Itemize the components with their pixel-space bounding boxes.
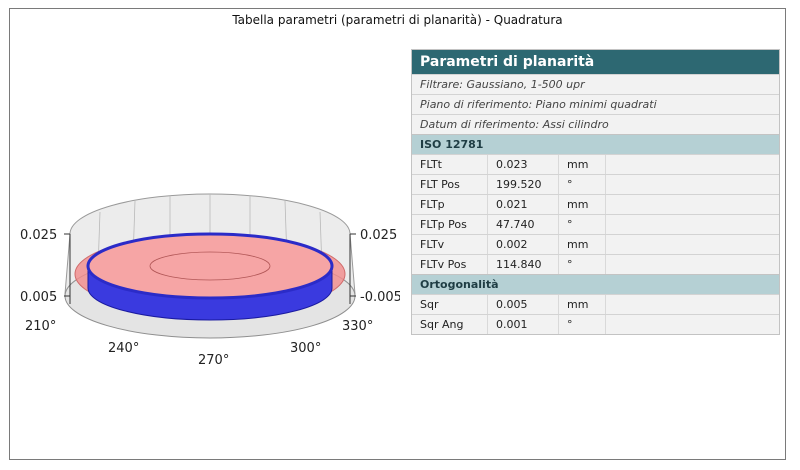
param-unit: °: [559, 315, 606, 334]
angle-label-300: 300°: [290, 341, 321, 356]
param-empty-cell: [606, 155, 779, 174]
reference-plane-info: Piano di riferimento: Piano minimi quadr…: [412, 94, 779, 114]
table-row: FLTp Pos 47.740 °: [412, 214, 779, 234]
filter-info: Filtrare: Gaussiano, 1-500 upr: [412, 74, 779, 94]
param-value: 0.021: [488, 195, 559, 214]
right-axis-label-top: 0.025: [360, 228, 397, 243]
param-name: FLTt: [412, 155, 488, 174]
report-frame: Tabella parametri (parametri di planarit…: [9, 8, 786, 460]
flatness-parameters-panel: Parametri di planarità Filtrare: Gaussia…: [411, 49, 780, 335]
table-row: FLT Pos 199.520 °: [412, 174, 779, 194]
param-value: 47.740: [488, 215, 559, 234]
param-unit: °: [559, 175, 606, 194]
param-unit: mm: [559, 195, 606, 214]
panel-header: Parametri di planarità: [412, 50, 779, 74]
left-axis-label-bottom: 0.005: [20, 290, 57, 305]
param-name: Sqr Ang: [412, 315, 488, 334]
param-name: FLTp: [412, 195, 488, 214]
param-value: 0.005: [488, 295, 559, 314]
table-row: Sqr 0.005 mm: [412, 294, 779, 314]
profile-band-top: [86, 232, 334, 300]
param-name: FLTv: [412, 235, 488, 254]
report-title: Tabella parametri (parametri di planarit…: [232, 13, 563, 27]
param-empty-cell: [606, 315, 779, 334]
param-empty-cell: [606, 235, 779, 254]
param-unit: mm: [559, 295, 606, 314]
param-name: FLTp Pos: [412, 215, 488, 234]
angle-label-330: 330°: [342, 319, 373, 334]
param-name: FLT Pos: [412, 175, 488, 194]
param-value: 199.520: [488, 175, 559, 194]
param-name: Sqr: [412, 295, 488, 314]
param-empty-cell: [606, 295, 779, 314]
param-value: 0.002: [488, 235, 559, 254]
param-unit: mm: [559, 235, 606, 254]
section-iso-12781: ISO 12781: [412, 134, 779, 154]
left-axis-label-top: 0.025: [20, 228, 57, 243]
param-value: 0.001: [488, 315, 559, 334]
param-value: 0.023: [488, 155, 559, 174]
table-row: FLTv 0.002 mm: [412, 234, 779, 254]
plot-left-axis: [64, 233, 71, 304]
angle-label-240: 240°: [108, 341, 139, 356]
flatness-3d-plot: 0.025 0.005 0.025 -0.005 210° 240° 270° …: [20, 193, 400, 368]
reference-datum-info: Datum di riferimento: Assi cilindro: [412, 114, 779, 134]
right-axis-label-bottom: -0.005: [360, 290, 400, 305]
angle-label-270: 270°: [198, 353, 229, 368]
table-row: FLTv Pos 114.840 °: [412, 254, 779, 274]
table-row: Sqr Ang 0.001 °: [412, 314, 779, 334]
param-empty-cell: [606, 255, 779, 274]
param-name: FLTv Pos: [412, 255, 488, 274]
param-unit: °: [559, 215, 606, 234]
param-empty-cell: [606, 195, 779, 214]
param-empty-cell: [606, 215, 779, 234]
param-unit: °: [559, 255, 606, 274]
plot-right-axis: [349, 233, 356, 304]
param-empty-cell: [606, 175, 779, 194]
table-row: FLTt 0.023 mm: [412, 154, 779, 174]
param-value: 114.840: [488, 255, 559, 274]
param-unit: mm: [559, 155, 606, 174]
table-row: FLTp 0.021 mm: [412, 194, 779, 214]
plot-inner-circle: [149, 251, 271, 281]
section-orthogonality: Ortogonalità: [412, 274, 779, 294]
angle-label-210: 210°: [25, 319, 56, 334]
